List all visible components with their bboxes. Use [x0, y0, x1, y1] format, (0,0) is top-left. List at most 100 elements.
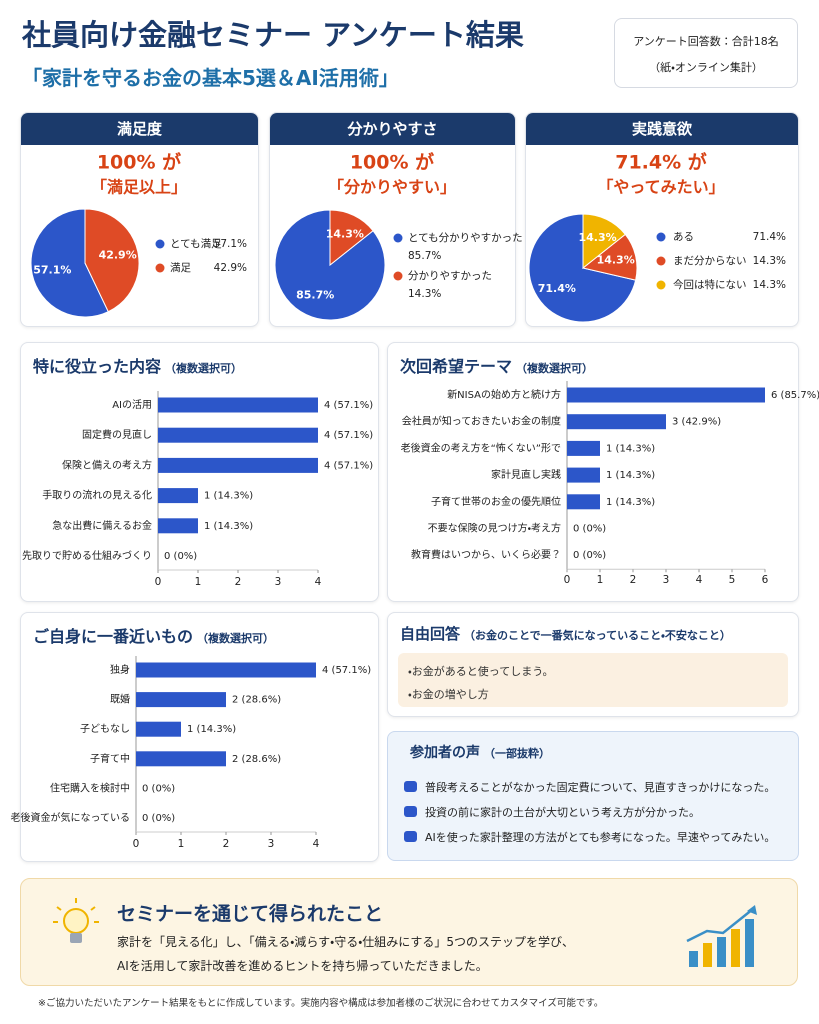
bar [567, 440, 600, 456]
category-label: 急な出費に備えるお金 [52, 519, 152, 532]
pie-title: 分かりやすさ [270, 113, 515, 145]
bar [136, 662, 316, 678]
bulb-rays [53, 898, 99, 923]
bar [567, 494, 600, 510]
x-tick-label: 3 [663, 574, 670, 586]
icon-bar [689, 951, 698, 967]
bar-title: 特に役立った内容 [33, 357, 162, 376]
x-tick-label: 4 [696, 574, 703, 586]
bar [136, 721, 181, 737]
voice-row: AIを使った家計整理の方法がとても参考になった。早速やってみたい。 [404, 829, 775, 845]
page-title: 社員向け金融セミナー アンケート結果 [22, 18, 524, 52]
x-tick-label: 1 [597, 574, 604, 586]
category-label: AIの活用 [112, 399, 152, 411]
free-title-wrap: 自由回答 （お金のことで一番気になっていること・不安なこと） [400, 623, 731, 644]
legend-value: 85.7% [408, 250, 441, 262]
free-answer: お金の増やし方 [411, 688, 489, 701]
x-tick-label: 3 [268, 838, 275, 850]
voice-icon [404, 781, 417, 792]
x-tick-label: 2 [223, 838, 230, 850]
slice-label: 42.9% [99, 249, 137, 262]
legend-label: 満足 [170, 262, 191, 274]
icon-bar [745, 919, 754, 967]
slice-label: 71.4% [538, 282, 576, 295]
free-answer-row: ・お金があると使ってしまう。 [408, 665, 554, 678]
pie-slice [30, 208, 109, 318]
voice-row: 投資の前に家計の土台が大切という考え方が分かった。 [404, 804, 700, 820]
legend-value: 42.9% [214, 262, 247, 274]
x-tick-label: 1 [178, 838, 185, 850]
headline-detail: 「やってみたい」 [597, 178, 724, 197]
icon-bar [717, 937, 726, 967]
voice-text: 投資の前に家計の土台が大切という考え方が分かった。 [425, 806, 700, 819]
x-tick-label: 6 [762, 574, 769, 586]
bar-title: ご自身に一番近いもの [33, 627, 194, 646]
category-label: 子育て中 [90, 752, 130, 765]
bar [158, 397, 318, 413]
value-label: 3 (42.9%) [672, 417, 721, 428]
bar-title-wrap: 特に役立った内容 （複数選択可） [33, 353, 242, 377]
category-label: 新NISAの始め方と続け方 [447, 388, 561, 401]
pie-title: 満足度 [21, 113, 258, 145]
icon-arrow [747, 905, 757, 915]
free-title: 自由回答 [400, 625, 461, 643]
slice-label: 85.7% [296, 289, 334, 302]
voice-icon [404, 831, 417, 842]
voices-card: 参加者の声 （一部抜粋） 普段考えることがなかった固定費について、見直すきっかけに… [387, 731, 799, 861]
headline-detail: 「満足以上」 [91, 178, 187, 197]
bar-title: 次回希望テーマ [400, 357, 513, 376]
decoration [90, 906, 96, 911]
free-answer: お金があると使ってしまう。 [411, 665, 554, 678]
x-tick-label: 0 [564, 574, 571, 586]
summary-line: 家計を「見える化」し、「備える・減らす・守る・仕組みにする」5つのステップを学び… [117, 935, 575, 949]
page-subtitle: 「家計を守るお金の基本5選＆AI活用術」 [22, 66, 399, 90]
x-tick-label: 4 [313, 838, 320, 850]
voice-text: 普段考えることがなかった固定費について、見直すきっかけになった。 [425, 781, 776, 794]
category-label: 教育費はいつから、いくら必要？ [411, 548, 561, 561]
legend-dot [155, 263, 165, 273]
free-answer-row: ・お金の増やし方 [408, 688, 489, 701]
value-label: 0 (0%) [164, 551, 197, 562]
response-box: アンケート回答数：合計18名 （紙・オンライン集計） [614, 18, 798, 88]
bar [567, 387, 765, 403]
legend-dot [393, 271, 403, 281]
legend-value: 14.3% [408, 288, 441, 300]
summary-card: セミナーを通じて得られたこと 家計を「見える化」し、「備える・減らす・守る・仕組… [20, 878, 798, 986]
legend-dot [393, 233, 403, 243]
bar [136, 751, 226, 767]
x-tick-label: 3 [275, 576, 282, 588]
category-label: 住宅購入を検討中 [50, 781, 130, 794]
bar-title-wrap: ご自身に一番近いもの （複数選択可） [33, 623, 274, 647]
summary-line: AIを活用して家計改善を進めるヒントを持ち帰っていただきました。 [117, 959, 488, 973]
value-label: 1 (14.3%) [606, 443, 655, 454]
legend-label: とても満足 [170, 238, 222, 250]
category-label: 保険と備えの考え方 [62, 458, 152, 471]
category-label: 家計見直し実践 [491, 468, 561, 481]
legend-dot [656, 280, 666, 290]
response-method: （紙・オンライン集計） [649, 61, 763, 74]
voices-subtitle: （一部抜粋） [484, 747, 550, 760]
headline: 100% が [97, 151, 181, 174]
x-tick-label: 4 [315, 576, 322, 588]
category-label: 先取りで貯める仕組みづくり [22, 549, 152, 562]
free-subtitle: （お金のことで一番気になっていること・不安なこと） [464, 629, 731, 642]
headline: 71.4% が [615, 151, 707, 174]
pie-slice [582, 213, 626, 270]
category-label: 不要な保険の見つけ方・考え方 [428, 522, 561, 535]
legend-value: 57.1% [214, 238, 247, 250]
decoration [56, 906, 62, 911]
summary-title: セミナーを通じて得られたこと [117, 903, 384, 925]
value-label: 0 (0%) [573, 524, 606, 535]
pie-slice [84, 208, 140, 313]
legend-label: まだ分からない [673, 255, 747, 267]
bar [567, 467, 600, 483]
legend-value: 71.4% [753, 231, 786, 243]
value-label: 2 (28.6%) [232, 754, 281, 765]
legend-value: 14.3% [753, 255, 786, 267]
growth-icon [686, 905, 757, 967]
response-count: アンケート回答数：合計18名 [633, 35, 779, 48]
bar-title-wrap: 次回希望テーマ （複数選択可） [400, 353, 593, 377]
legend-label: 分かりやすかった [408, 270, 492, 282]
value-label: 4 (57.1%) [322, 665, 371, 676]
bar-subtitle: （複数選択可） [197, 632, 275, 645]
